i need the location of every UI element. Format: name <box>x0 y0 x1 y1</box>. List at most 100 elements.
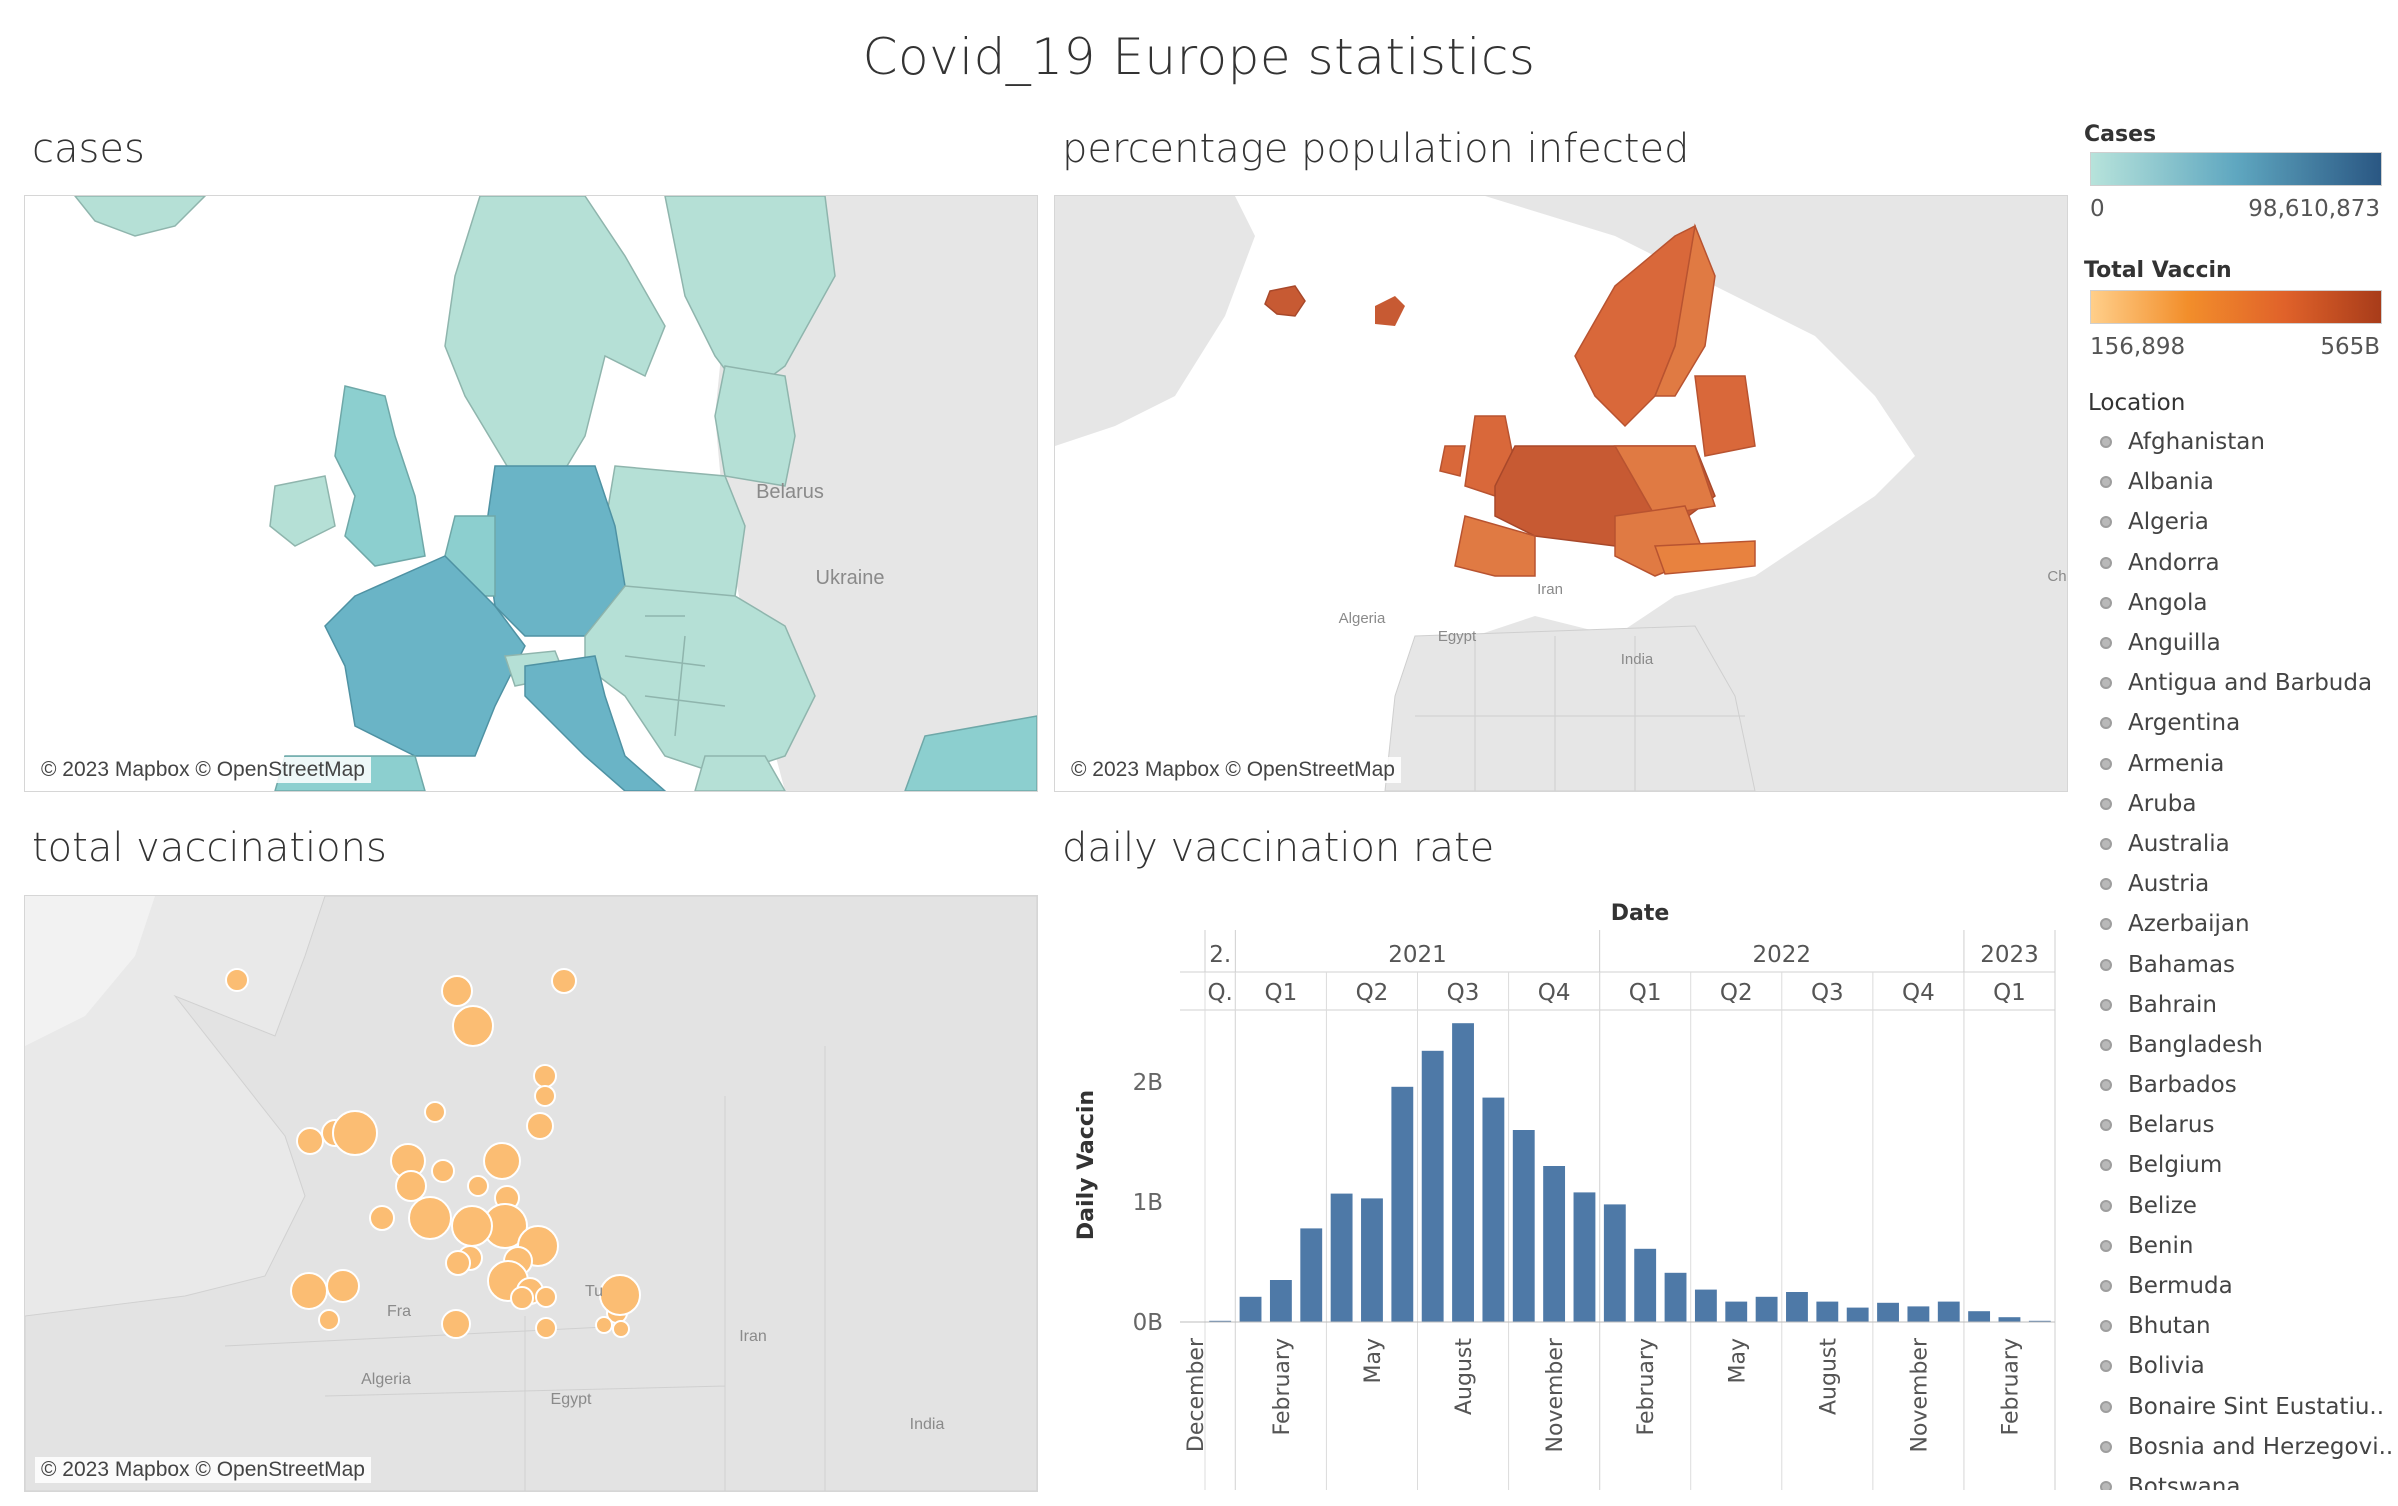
location-legend-item[interactable]: Austria <box>2100 864 2398 904</box>
bar <box>1968 1311 1991 1322</box>
bar <box>1209 1320 1232 1322</box>
bar <box>1330 1193 1353 1322</box>
cases-legend-title: Cases <box>2084 122 2157 147</box>
vaccinations-map-attribution[interactable]: © 2023 Mapbox © OpenStreetMap <box>35 1457 371 1483</box>
location-legend-item[interactable]: Bahamas <box>2100 944 2398 984</box>
quarter-header: Q4 <box>1538 980 1571 1006</box>
location-legend-item[interactable]: Bhutan <box>2100 1306 2398 1346</box>
bar <box>2028 1320 2051 1322</box>
year-header: 2022 <box>1753 942 1812 968</box>
quarter-header: Q1 <box>1993 980 2026 1006</box>
india-label-2: India <box>1621 651 1654 668</box>
bar <box>1937 1301 1960 1322</box>
bar <box>1664 1272 1687 1322</box>
legend-dot-icon <box>2100 998 2112 1011</box>
legend-dot-icon <box>2100 476 2112 489</box>
location-legend-label: Andorra <box>2128 549 2220 576</box>
location-legend-item[interactable]: Azerbaijan <box>2100 904 2398 944</box>
location-legend-list[interactable]: Afghanistan Albania Algeria Andorra Angola An… <box>2100 422 2398 1490</box>
location-legend-item[interactable]: Belgium <box>2100 1145 2398 1185</box>
location-legend-label: Barbados <box>2128 1072 2237 1099</box>
location-legend-item[interactable]: Belarus <box>2100 1105 2398 1145</box>
location-legend-item[interactable]: Argentina <box>2100 703 2398 743</box>
algeria-label-3: Algeria <box>361 1371 411 1388</box>
month-label: August <box>1816 1338 1841 1415</box>
location-legend-item[interactable]: Barbados <box>2100 1065 2398 1105</box>
legend-dot-icon <box>2100 797 2112 810</box>
y-tick-label: 0B <box>1133 1310 1163 1336</box>
location-legend-item[interactable]: Andorra <box>2100 543 2398 583</box>
bar <box>1846 1307 1869 1322</box>
turkey-label-3: Tu <box>585 1283 603 1300</box>
location-legend-label: Bahamas <box>2128 951 2236 978</box>
bar <box>1269 1280 1292 1322</box>
cases-map-attribution[interactable]: © 2023 Mapbox © OpenStreetMap <box>35 757 371 783</box>
location-legend-item[interactable]: Bosnia and Herzegovi.. <box>2100 1427 2398 1467</box>
location-legend-item[interactable]: Benin <box>2100 1226 2398 1266</box>
year-header: 2. <box>1209 942 1231 968</box>
location-legend-label: Belgium <box>2128 1152 2223 1179</box>
location-legend-item[interactable]: Armenia <box>2100 744 2398 784</box>
location-legend-label: Bermuda <box>2128 1273 2233 1300</box>
bar <box>1543 1166 1566 1322</box>
location-legend-label: Botswana <box>2128 1473 2241 1490</box>
location-legend-item[interactable]: Albania <box>2100 462 2398 502</box>
legend-dot-icon <box>2100 1280 2112 1293</box>
legend-dot-icon <box>2100 1400 2112 1413</box>
location-legend-label: Albania <box>2128 469 2214 496</box>
bar <box>1694 1289 1717 1322</box>
quarter-header: Q1 <box>1629 980 1662 1006</box>
location-legend-item[interactable]: Botswana <box>2100 1467 2398 1490</box>
month-label: August <box>1452 1338 1477 1415</box>
location-legend-label: Austria <box>2128 871 2210 898</box>
location-legend-item[interactable]: Australia <box>2100 824 2398 864</box>
bar <box>1786 1292 1808 1322</box>
location-legend-item[interactable]: Angola <box>2100 583 2398 623</box>
bar <box>1573 1192 1596 1322</box>
bar <box>1239 1296 1262 1322</box>
quarter-header: Q4 <box>1902 980 1935 1006</box>
month-label: December <box>1184 1337 1209 1452</box>
location-legend-label: Argentina <box>2128 710 2241 737</box>
vaccinations-map[interactable]: Fra Tu Algeria Egypt Iran India © 2023 M… <box>24 895 1038 1492</box>
location-legend-item[interactable]: Bolivia <box>2100 1346 2398 1386</box>
location-legend-item[interactable]: Bahrain <box>2100 985 2398 1025</box>
legend-dot-icon <box>2100 1038 2112 1051</box>
y-axis-title: Daily Vaccin <box>1074 1090 1099 1240</box>
location-legend-label: Armenia <box>2128 750 2225 777</box>
cases-map[interactable]: Belarus Ukraine © 2023 Mapbox © OpenStre… <box>24 195 1038 792</box>
location-legend-item[interactable]: Aruba <box>2100 784 2398 824</box>
cases-title: cases <box>32 126 145 172</box>
location-legend-label: Bosnia and Herzegovi.. <box>2128 1433 2394 1460</box>
vaccination-bubbles <box>225 968 641 1339</box>
location-legend-item[interactable]: Belize <box>2100 1186 2398 1226</box>
location-legend-item[interactable]: Bermuda <box>2100 1266 2398 1306</box>
bar <box>1361 1198 1383 1322</box>
y-tick-label: 1B <box>1133 1190 1163 1216</box>
infected-map[interactable]: Algeria Egypt Iran India Ch © 2023 Mapbo… <box>1054 195 2068 792</box>
infected-map-attribution[interactable]: © 2023 Mapbox © OpenStreetMap <box>1065 757 1401 783</box>
vaccin-legend-min: 156,898 <box>2090 334 2186 360</box>
location-legend-label: Bahrain <box>2128 991 2217 1018</box>
bar <box>1512 1130 1535 1322</box>
legend-dot-icon <box>2100 757 2112 770</box>
location-legend-item[interactable]: Antigua and Barbuda <box>2100 663 2398 703</box>
legend-dot-icon <box>2100 1199 2112 1212</box>
france-label-3: Fra <box>387 1303 411 1320</box>
location-legend-item[interactable]: Afghanistan <box>2100 422 2398 462</box>
vaccinations-title: total vaccinations <box>32 825 387 871</box>
cases-map-canvas: Belarus Ukraine <box>25 196 1037 791</box>
location-legend-item[interactable]: Bonaire Sint Eustatiu.. <box>2100 1387 2398 1427</box>
location-legend-item[interactable]: Bangladesh <box>2100 1025 2398 1065</box>
location-legend-item[interactable]: Anguilla <box>2100 623 2398 663</box>
legend-dot-icon <box>2100 958 2112 971</box>
bar <box>1421 1050 1444 1322</box>
month-label: February <box>1634 1338 1659 1436</box>
location-legend-label: Afghanistan <box>2128 429 2265 456</box>
legend-dot-icon <box>2100 556 2112 569</box>
location-legend-label: Azerbaijan <box>2128 911 2250 938</box>
daily-rate-chart[interactable]: Date Daily Vaccin 2. 2021 2022 2023 Q. Q1 Q2 Q3 Q4… <box>1055 890 2065 1490</box>
location-legend-item[interactable]: Algeria <box>2100 502 2398 542</box>
x-axis-title: Date <box>1611 901 1670 926</box>
location-legend-label: Anguilla <box>2128 630 2221 657</box>
